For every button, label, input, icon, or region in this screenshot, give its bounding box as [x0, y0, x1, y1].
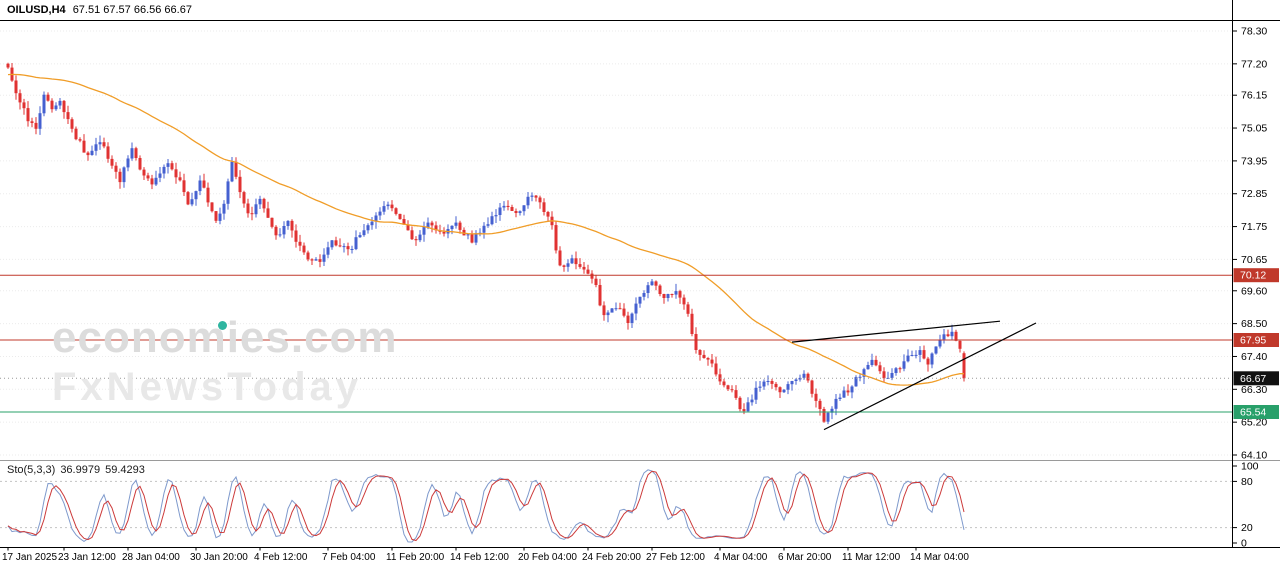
time-axis-label: 6 Mar 20:00: [778, 552, 832, 563]
price-axis-label: 70.65: [1241, 254, 1267, 266]
time-axis[interactable]: 17 Jan 2025 23 Jan 12:00 28 Jan 04:00 30 Ja…: [2, 547, 969, 564]
time-axis-label: 27 Feb 12:00: [646, 552, 705, 563]
stochastic-pane: [7, 469, 965, 543]
trendlines: [791, 320, 1037, 431]
price-axis-label: 67.40: [1241, 351, 1267, 363]
price-axis-label: 66.30: [1241, 384, 1267, 396]
price-tag: [1233, 371, 1279, 386]
price-axis-label: 65.20: [1241, 417, 1267, 429]
indicator-axis-label: 20: [1241, 522, 1253, 534]
moving-average-line: [7, 73, 964, 386]
trendline[interactable]: [823, 322, 1037, 431]
price-axis-label: 73.95: [1241, 155, 1267, 167]
horizontal-levels: [0, 274, 1232, 413]
price-axis-label: 77.20: [1241, 58, 1267, 70]
trendline[interactable]: [791, 320, 1001, 343]
stochastic-signal-line: [7, 470, 965, 542]
price-tag-label: 65.54: [1240, 407, 1266, 419]
price-tag-label: 67.95: [1240, 335, 1266, 347]
ohlc-values: 67.51 67.57 66.56 66.67: [72, 4, 192, 16]
price-axis[interactable]: 78.30 77.20 76.15 75.05 73.95 72.85 71.75 70.65…: [1233, 26, 1267, 550]
price-axis-label: 76.15: [1241, 90, 1267, 102]
price-axis-label: 69.60: [1241, 285, 1267, 297]
chart-title: OILUSD,H4 67.51 67.57 66.56 66.67: [7, 4, 192, 16]
time-axis-label: 20 Feb 04:00: [518, 552, 577, 563]
price-tag-label: 70.12: [1240, 270, 1266, 282]
time-axis-label: 14 Feb 12:00: [450, 552, 509, 563]
time-axis-label: 4 Mar 04:00: [714, 552, 768, 563]
price-axis-label: 72.85: [1241, 188, 1267, 200]
price-tags: 70.12 67.95 65.54 66.67: [1233, 268, 1279, 419]
grid-layer: [0, 30, 1232, 529]
time-axis-label: 17 Jan 2025: [2, 552, 57, 563]
time-axis-label: 4 Feb 12:00: [254, 552, 308, 563]
time-axis-label: 7 Feb 04:00: [322, 552, 376, 563]
time-axis-label: 28 Jan 04:00: [122, 552, 180, 563]
stochastic-main-value: 36.9979: [60, 464, 101, 476]
price-axis-label: 64.10: [1241, 450, 1267, 462]
indicator-axis-label: 0: [1241, 538, 1247, 550]
price-axis-label: 75.05: [1241, 123, 1267, 135]
indicator-axis-label: 100: [1241, 461, 1259, 473]
price-tag: [1233, 268, 1279, 283]
time-axis-label: 11 Feb 20:00: [386, 552, 445, 563]
price-tag-label: 66.67: [1240, 373, 1266, 385]
time-axis-label: 30 Jan 20:00: [190, 552, 248, 563]
price-axis-label: 78.30: [1241, 26, 1267, 38]
stochastic-name: Sto(5,3,3): [7, 464, 56, 476]
frame: [0, 0, 1280, 548]
stochastic-label: Sto(5,3,3) 36.9979 59.4293: [7, 464, 150, 476]
price-axis-label: 68.50: [1241, 318, 1267, 330]
price-axis-label: 71.75: [1241, 221, 1267, 233]
time-axis-label: 14 Mar 04:00: [910, 552, 969, 563]
time-axis-label: 11 Mar 12:00: [842, 552, 901, 563]
stochastic-signal-value: 59.4293: [105, 464, 145, 476]
symbol-timeframe-label: OILUSD,H4: [7, 4, 66, 16]
indicator-axis-label: 80: [1241, 476, 1253, 488]
price-tag: [1233, 405, 1279, 419]
candlestick-series: [6, 62, 966, 425]
time-axis-label: 24 Feb 20:00: [582, 552, 641, 563]
price-tag: [1233, 333, 1279, 347]
time-axis-label: 23 Jan 12:00: [58, 552, 116, 563]
moving-average: [7, 73, 964, 386]
stochastic-main-line: [7, 469, 965, 543]
